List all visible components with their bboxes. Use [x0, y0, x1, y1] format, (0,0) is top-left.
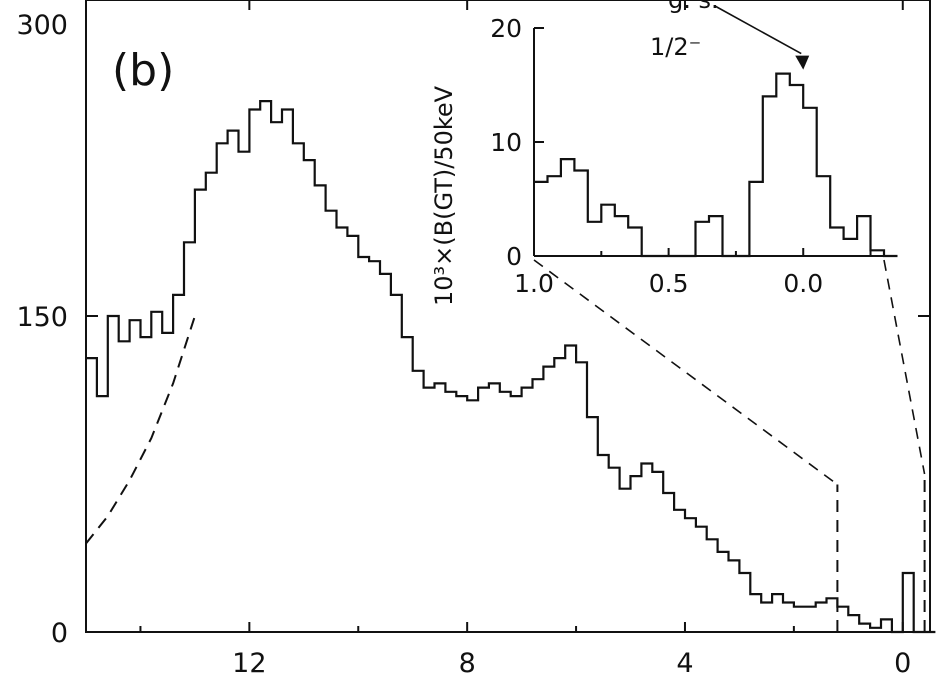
main-y-axis: 0 150 300 [16, 0, 930, 649]
inset-x-axis: 1.0 0.5 0.0 [514, 248, 884, 298]
annotation-spin-label: 1/2⁻ [650, 33, 701, 61]
inset-annotation: g. s. 1/2⁻ [650, 0, 810, 70]
inset-axes: 1.0 0.5 0.0 0 10 20 g. s. 1/2⁻ 10³×(B(GT)/50… [430, 0, 898, 306]
y-tick-label: 150 [16, 302, 68, 333]
annotation-arrow-line [714, 5, 802, 55]
connector-line-left [533, 259, 838, 486]
inset-y-tick-label: 20 [490, 14, 522, 43]
x-tick-label: 0 [894, 648, 911, 679]
inset-histogram [534, 72, 898, 258]
background-curve [85, 315, 196, 545]
main-series-layer [85, 100, 936, 634]
spectrum-histogram [86, 100, 936, 634]
x-tick-label: 12 [232, 648, 266, 679]
y-tick-label: 300 [16, 10, 68, 41]
inset-y-tick-label: 10 [490, 128, 522, 157]
inset-y-axis: 0 10 20 [490, 14, 544, 271]
annotation-arrow-head [795, 55, 810, 70]
inset-y-axis-label: 10³×(B(GT)/50keV [430, 85, 458, 306]
inset-series-layer [534, 72, 898, 258]
connector-lines [533, 259, 926, 486]
x-tick-label: 8 [459, 648, 476, 679]
annotation-gs-label: g. s. [668, 0, 719, 14]
y-tick-label: 0 [51, 618, 68, 649]
inset-x-tick-label: 0.0 [783, 269, 823, 298]
inset-x-tick-label: 0.5 [649, 269, 689, 298]
inset-y-tick-label: 0 [506, 242, 522, 271]
main-x-axis: 12 8 4 0 [139, 0, 911, 679]
main-axes: 12 8 4 0 0 150 300 [16, 0, 936, 679]
x-tick-label: 4 [676, 648, 693, 679]
panel-label: (b) [112, 45, 174, 96]
connector-line-right [883, 259, 926, 475]
inset-x-tick-label: 1.0 [514, 269, 554, 298]
